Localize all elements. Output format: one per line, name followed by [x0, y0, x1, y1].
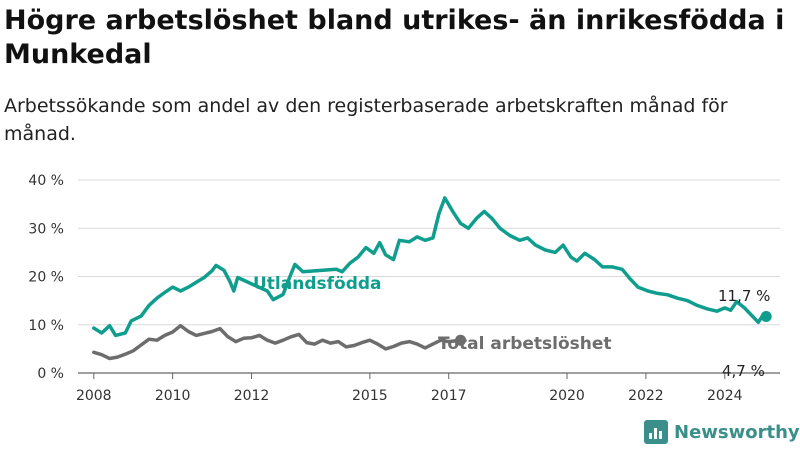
x-tick-label: 2010	[155, 388, 191, 404]
series-line-total	[92, 323, 463, 361]
x-tick-label: 2017	[431, 388, 467, 404]
brand-name: Newsworthy	[674, 421, 800, 443]
y-tick-label: 10 %	[28, 318, 64, 334]
x-tick-label: 2022	[628, 388, 664, 404]
end-label-total: 4,7 %	[722, 362, 765, 380]
newsworthy-logo: Newsworthy	[644, 418, 800, 446]
series-label-utlandsfodda: Utlandsfödda	[253, 274, 382, 294]
x-tick-label: 2024	[707, 388, 743, 404]
series-lines	[92, 196, 772, 361]
x-axis-ticks: 2008 2010 2012 2015 2017 2020 2022 2024	[76, 373, 743, 404]
page-title: Högre arbetslöshet bland utrikes- än inr…	[4, 5, 785, 70]
x-tick-label: 2008	[76, 388, 112, 404]
bar-chart-icon	[644, 420, 668, 444]
y-tick-label: 20 %	[28, 270, 64, 286]
end-point-total	[455, 334, 467, 346]
x-tick-label: 2020	[549, 388, 585, 404]
y-tick-label: 30 %	[28, 221, 64, 237]
y-axis-ticks: 0 % 10 % 20 % 30 % 40 %	[28, 173, 64, 382]
x-tick-label: 2012	[234, 388, 270, 404]
y-tick-label: 40 %	[28, 173, 64, 189]
grid-lines	[78, 179, 780, 374]
series-label-total: Total arbetslöshet	[438, 334, 612, 354]
series-line-utlandsfodda	[92, 196, 768, 338]
x-tick-label: 2015	[352, 388, 388, 404]
end-label-utlandsfodda: 11,7 %	[718, 287, 770, 305]
end-point-utlandsfodda	[760, 311, 772, 323]
y-tick-label: 0 %	[37, 366, 64, 382]
page-subtitle: Arbetssökande som andel av den registerb…	[4, 95, 728, 145]
